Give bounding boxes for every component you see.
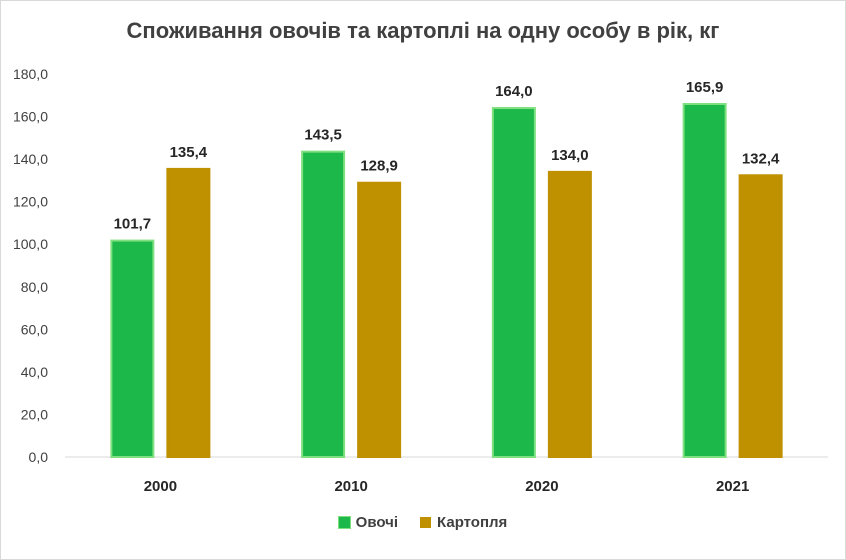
legend-swatch-vegetables [337,516,351,529]
bar-potatoes-2000 [166,167,211,458]
x-tick-label: 2021 [716,478,749,495]
bar-potatoes-2020 [547,170,592,458]
x-tick-label: 2010 [334,478,367,495]
x-tick-label: 2000 [144,478,177,495]
y-tick-label: 40,0 [21,364,48,380]
bar-potatoes-2021 [738,174,783,458]
data-label: 132,4 [742,150,780,167]
bar-vegetables-2021 [682,103,727,458]
legend: Овочі Картопля [0,514,846,531]
legend-item-vegetables: Овочі [337,514,399,531]
bar-vegetables-2010 [301,150,346,459]
legend-item-potatoes: Картопля [420,514,507,531]
chart-title: Споживання овочів та картоплі на одну ос… [126,18,720,43]
legend-label-vegetables: Овочі [355,514,399,531]
y-tick-label: 60,0 [21,321,48,337]
bar-potatoes-2010 [357,181,402,459]
x-tick-label: 2020 [525,478,558,495]
y-tick-label: 20,0 [21,406,48,422]
y-tick-label: 80,0 [21,279,48,295]
data-label: 143,5 [304,127,342,144]
data-label: 128,9 [360,158,398,175]
data-label: 134,0 [551,147,589,164]
legend-swatch-potatoes [420,517,432,528]
y-tick-label: 160,0 [13,109,48,125]
y-tick-label: 140,0 [13,151,48,167]
data-label: 165,9 [686,79,724,96]
data-label: 164,0 [495,83,533,100]
y-tick-label: 0,0 [29,449,49,465]
data-label: 135,4 [170,144,208,161]
bar-vegetables-2000 [110,239,155,458]
bar-vegetables-2020 [491,107,536,459]
legend-label-potatoes: Картопля [437,514,508,531]
data-label: 101,7 [114,216,152,233]
y-tick-label: 180,0 [13,66,48,82]
y-tick-label: 120,0 [13,194,48,210]
y-tick-label: 100,0 [13,236,48,252]
